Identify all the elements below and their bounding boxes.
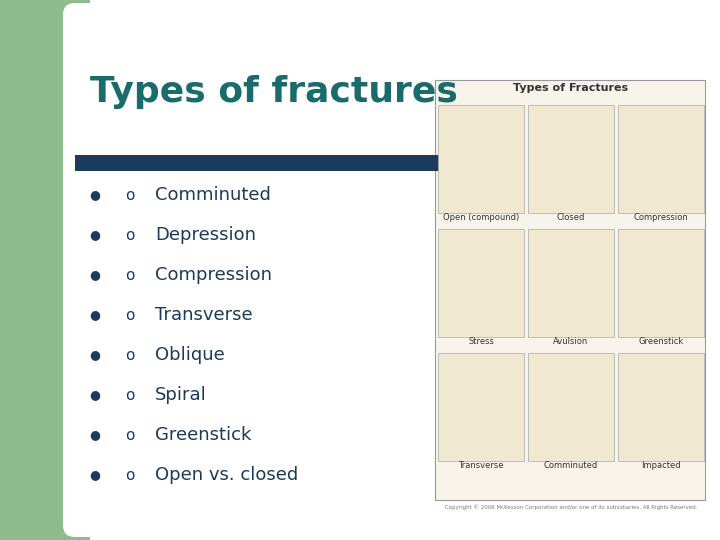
Text: Impacted: Impacted bbox=[642, 461, 681, 470]
Bar bbox=[438, 229, 524, 337]
Bar bbox=[75, 155, 470, 171]
Text: ●: ● bbox=[89, 188, 100, 201]
Text: Types of Fractures: Types of Fractures bbox=[513, 83, 629, 93]
Text: Greenstick: Greenstick bbox=[155, 426, 251, 444]
Text: ●: ● bbox=[89, 268, 100, 281]
Text: Spiral: Spiral bbox=[155, 386, 207, 404]
Text: Stress: Stress bbox=[468, 337, 494, 346]
Text: ●: ● bbox=[89, 388, 100, 402]
Text: Types of fractures: Types of fractures bbox=[90, 75, 458, 109]
Text: o: o bbox=[125, 267, 135, 282]
Text: o: o bbox=[125, 388, 135, 402]
Text: Copyright © 2006 McKesson Corporation and/or one of its subsidiaries. All Rights: Copyright © 2006 McKesson Corporation an… bbox=[445, 504, 697, 510]
Text: ●: ● bbox=[89, 429, 100, 442]
Text: Oblique: Oblique bbox=[155, 346, 225, 364]
Text: Depression: Depression bbox=[155, 226, 256, 244]
Text: o: o bbox=[125, 187, 135, 202]
Bar bbox=[618, 105, 704, 213]
Bar bbox=[438, 105, 524, 213]
Text: Closed: Closed bbox=[557, 213, 585, 222]
Text: o: o bbox=[125, 348, 135, 362]
Text: Transverse: Transverse bbox=[155, 306, 253, 324]
Bar bbox=[435, 80, 705, 500]
Text: o: o bbox=[125, 227, 135, 242]
Bar bbox=[618, 353, 704, 461]
Bar bbox=[618, 229, 704, 337]
Text: ●: ● bbox=[89, 469, 100, 482]
Text: Compression: Compression bbox=[155, 266, 272, 284]
Bar bbox=[528, 229, 614, 337]
Circle shape bbox=[75, 155, 91, 171]
Text: Comminuted: Comminuted bbox=[155, 186, 271, 204]
Text: o: o bbox=[125, 307, 135, 322]
Text: Open (compound): Open (compound) bbox=[443, 213, 519, 222]
Text: Avulsion: Avulsion bbox=[554, 337, 589, 346]
Text: Comminuted: Comminuted bbox=[544, 461, 598, 470]
Text: ●: ● bbox=[89, 228, 100, 241]
Text: Compression: Compression bbox=[634, 213, 688, 222]
Text: Transverse: Transverse bbox=[458, 461, 504, 470]
Bar bbox=[0, 0, 90, 540]
Text: Greenstick: Greenstick bbox=[639, 337, 683, 346]
Bar bbox=[438, 353, 524, 461]
Text: ●: ● bbox=[89, 308, 100, 321]
Bar bbox=[528, 353, 614, 461]
Text: o: o bbox=[125, 428, 135, 442]
Text: o: o bbox=[125, 468, 135, 483]
FancyBboxPatch shape bbox=[63, 3, 717, 537]
Text: ●: ● bbox=[89, 348, 100, 361]
Text: Open vs. closed: Open vs. closed bbox=[155, 466, 298, 484]
Bar bbox=[528, 105, 614, 213]
